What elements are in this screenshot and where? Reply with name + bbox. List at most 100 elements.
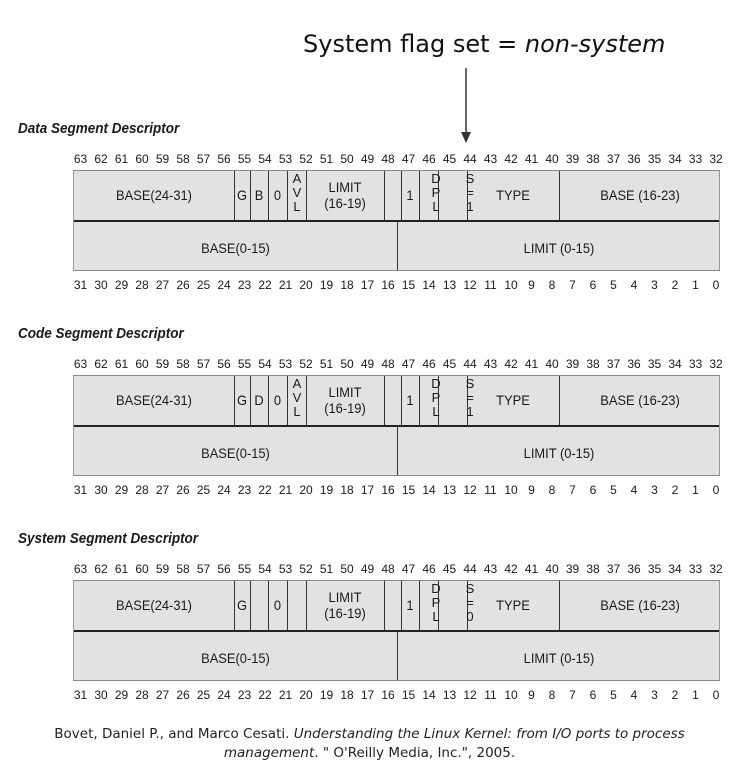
bit-label: 14: [422, 483, 436, 497]
bit-label: 0: [712, 278, 720, 292]
dpl-field-char: D: [431, 377, 441, 391]
bit-label: 22: [258, 278, 272, 292]
field-separator: [250, 376, 251, 425]
bit-label: 58: [176, 152, 190, 166]
bit-label: 50: [340, 357, 354, 371]
bit-label: 7: [569, 483, 576, 497]
bit-label: 62: [94, 357, 108, 371]
bit-label: 28: [135, 483, 149, 497]
type-field: TYPE: [496, 597, 530, 613]
field-separator: [419, 581, 420, 630]
avl-flag: [290, 582, 304, 629]
bit-label: 49: [360, 152, 375, 166]
bit-label: 9: [528, 483, 535, 497]
system-flag-char: S: [465, 377, 475, 391]
down-arrow-icon: [461, 68, 471, 143]
bit-label: 12: [463, 483, 477, 497]
bit-label: 43: [483, 152, 498, 166]
bit-label: 58: [176, 357, 190, 371]
bit-label: 13: [442, 483, 457, 497]
bit-label: 55: [237, 562, 252, 576]
bit-label: 8: [548, 278, 556, 292]
citation: Bovet, Daniel P., and Marco Cesati. Unde…: [0, 725, 739, 763]
bit-label: 10: [504, 278, 518, 292]
present-flag: 1: [406, 597, 414, 613]
bit-label: 1: [692, 483, 699, 497]
bit-label: 18: [340, 278, 354, 292]
limit-16-19-field: LIMIT (16-19): [309, 589, 381, 621]
bit-label: 20: [299, 483, 313, 497]
bit-label: 15: [401, 688, 416, 702]
bit-label: 18: [340, 688, 354, 702]
bit-label: 38: [586, 562, 600, 576]
bit-label: 57: [196, 152, 211, 166]
bit-label: 7: [569, 278, 576, 292]
bit-label: 40: [545, 562, 559, 576]
dpl-field-char: L: [432, 609, 440, 624]
bit-label: 45: [442, 562, 457, 576]
bit-label: 36: [627, 152, 641, 166]
limit-0-15-field: LIMIT (0-15): [523, 445, 595, 461]
bit-label: 41: [524, 357, 539, 371]
bit-label: 16: [381, 483, 395, 497]
bit-label: 54: [258, 357, 272, 371]
bit-label: 1: [692, 688, 699, 702]
base-24-31-field: BASE(24-31): [116, 392, 192, 408]
bit-label: 34: [668, 562, 682, 576]
system-flag-char: =: [466, 185, 474, 200]
bit-label: 47: [401, 562, 416, 576]
bit-label: 52: [299, 152, 313, 166]
bit-label: 31: [73, 688, 88, 702]
bit-label: 50: [340, 152, 354, 166]
bit-label: 26: [176, 278, 190, 292]
bit-label: 39: [565, 562, 580, 576]
bit-label: 16: [381, 688, 395, 702]
present-flag: 1: [406, 392, 414, 408]
field-separator: [559, 581, 560, 630]
bit-label: 60: [135, 562, 149, 576]
bit-label: 53: [278, 562, 293, 576]
bit-label: 36: [627, 357, 641, 371]
limit-16-19-line: LIMIT: [328, 384, 362, 400]
citation-book-title-1: Understanding the Linux Kernel: from I/O…: [293, 726, 685, 742]
bit-label: 12: [463, 278, 477, 292]
bit-label: 43: [483, 562, 498, 576]
bit-label: 40: [545, 357, 559, 371]
bit-label: 4: [630, 278, 638, 292]
field-separator: [234, 171, 235, 220]
field-separator: [467, 376, 468, 425]
present-flag: 1: [406, 187, 414, 203]
system-flag-annotation: System flag set = non-system: [303, 30, 665, 58]
field-separator: [306, 376, 307, 425]
bit-label: 33: [688, 357, 703, 371]
bit-label: 34: [668, 357, 682, 371]
bit-label: 62: [94, 152, 108, 166]
bit-label: 0: [712, 483, 720, 497]
system-flag-char: 1: [466, 404, 474, 419]
bit-label: 6: [589, 688, 597, 702]
base-0-15-field: BASE(0-15): [201, 445, 270, 461]
limit-16-19-line: (16-19): [324, 195, 366, 211]
field-separator: [438, 581, 439, 630]
bit-label: 59: [155, 152, 170, 166]
field-separator: [306, 171, 307, 220]
bit-label: 38: [586, 152, 600, 166]
bit-label: 15: [401, 483, 416, 497]
bit-label: 3: [651, 483, 658, 497]
dpl-field-char: D: [431, 172, 441, 186]
system-flag: S = 1: [463, 377, 477, 424]
field-separator: [397, 632, 398, 680]
bit-label: 19: [319, 483, 334, 497]
descriptor-box: BASE(24-31) G B 0 A V L LIMIT (16-19) 1 D P L S = 1 TYPE…: [73, 170, 720, 271]
field-separator: [306, 581, 307, 630]
field-separator: [268, 581, 269, 630]
type-field: TYPE: [496, 392, 530, 408]
bit-labels-high: 63 62 61 60 59 58 57 56 55 54 53 52 51 50 49 48 47 46 45 44…: [71, 562, 723, 578]
bit-label: 32: [709, 562, 723, 576]
bit-label: 37: [606, 152, 621, 166]
limit-16-19-line: LIMIT: [328, 589, 362, 605]
bit-label: 43: [483, 357, 498, 371]
field-separator: [250, 171, 251, 220]
bit-label: 22: [258, 688, 272, 702]
